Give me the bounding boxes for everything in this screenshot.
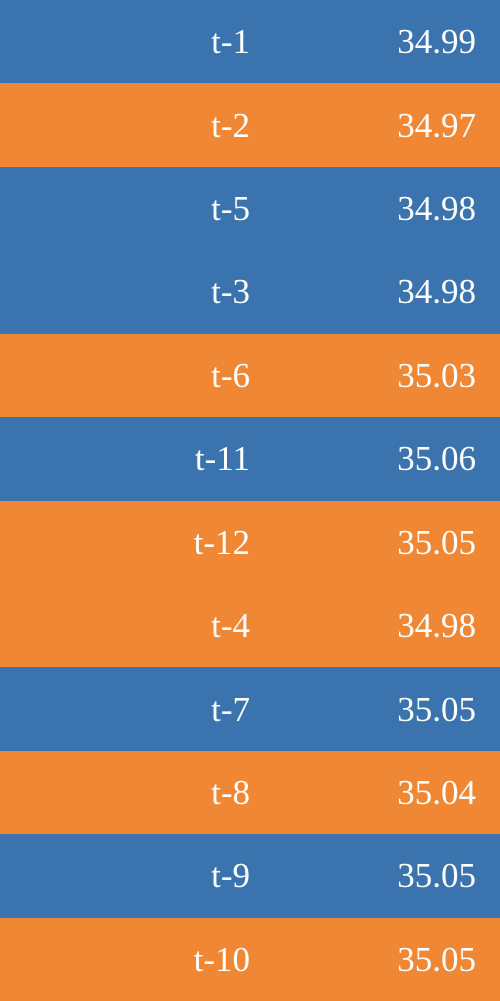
table-row: t-1 34.99 bbox=[0, 0, 500, 84]
row-label: t-8 bbox=[211, 773, 250, 812]
row-value: 35.05 bbox=[397, 856, 476, 896]
row-value: 34.98 bbox=[397, 606, 476, 646]
row-label: t-5 bbox=[211, 189, 250, 229]
row-label: t-3 bbox=[211, 272, 250, 312]
row-label: t-9 bbox=[211, 856, 250, 896]
row-label: t-1 bbox=[211, 22, 250, 62]
row-label: t-6 bbox=[211, 355, 250, 395]
table-row: t-3 34.98 bbox=[0, 250, 500, 334]
row-label: t-11 bbox=[194, 439, 250, 479]
row-label: t-7 bbox=[211, 689, 250, 729]
row-value: 35.05 bbox=[397, 522, 476, 562]
row-label: t-12 bbox=[193, 522, 250, 562]
table-row: t-9 35.05 bbox=[0, 834, 500, 918]
table-row: t-6 35.03 bbox=[0, 333, 500, 418]
row-value: 34.97 bbox=[397, 105, 476, 145]
row-label: t-4 bbox=[211, 606, 250, 646]
table-row: t-8 35.04 bbox=[0, 750, 500, 835]
row-value: 35.05 bbox=[397, 939, 476, 979]
row-value: 35.06 bbox=[397, 439, 476, 479]
row-value: 34.99 bbox=[397, 22, 476, 62]
row-value: 35.04 bbox=[397, 773, 476, 812]
row-value: 35.03 bbox=[397, 355, 476, 395]
row-value: 34.98 bbox=[397, 272, 476, 312]
table-row: t-2 34.97 bbox=[0, 83, 500, 167]
row-label: t-2 bbox=[211, 105, 250, 145]
row-label: t-10 bbox=[193, 939, 250, 979]
row-value: 35.05 bbox=[397, 689, 476, 729]
table-row: t-10 35.05 bbox=[0, 917, 500, 1001]
table-row: t-12 35.05 bbox=[0, 500, 500, 584]
table-row: t-4 34.98 bbox=[0, 583, 500, 668]
table-row: t-11 35.06 bbox=[0, 417, 500, 501]
table-row: t-7 35.05 bbox=[0, 667, 500, 751]
table-row: t-5 34.98 bbox=[0, 166, 500, 251]
row-value: 34.98 bbox=[397, 189, 476, 229]
